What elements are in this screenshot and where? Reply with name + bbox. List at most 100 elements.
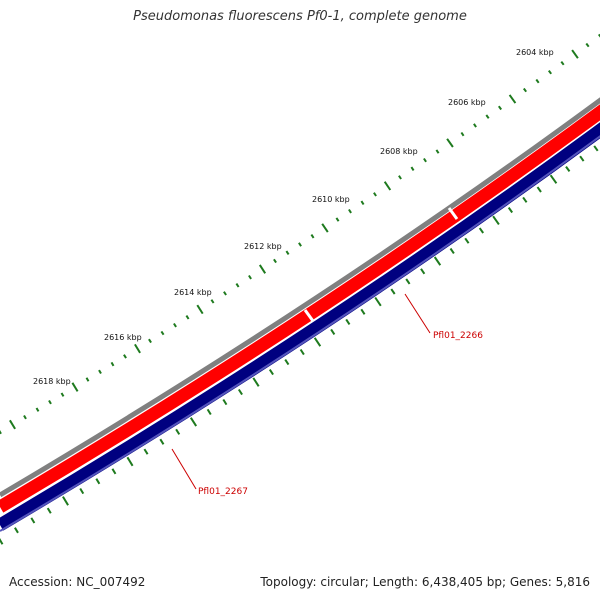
- minor-tick: [98, 369, 102, 375]
- minor-tick: [398, 175, 402, 180]
- minor-tick: [310, 234, 315, 239]
- inner-minor-tick: [143, 448, 149, 455]
- inner-minor-tick: [478, 227, 485, 234]
- inner-scale-ticks: [0, 145, 599, 545]
- minor-tick: [597, 33, 600, 38]
- scale-label: 2618 kbp: [33, 377, 71, 386]
- scale-label: 2604 kbp: [516, 48, 554, 57]
- scale-label: 2612 kbp: [244, 242, 282, 251]
- minor-tick: [473, 123, 477, 128]
- inner-minor-tick: [46, 507, 52, 514]
- minor-tick: [185, 315, 190, 320]
- minor-tick: [535, 78, 540, 84]
- inner-minor-tick: [565, 166, 571, 172]
- inner-minor-tick: [30, 517, 36, 524]
- inner-minor-tick: [222, 398, 228, 406]
- major-tick: [258, 264, 267, 274]
- inner-major-tick: [189, 417, 198, 427]
- minor-tick: [298, 242, 302, 247]
- minor-tick: [60, 392, 65, 397]
- minor-tick: [410, 166, 415, 171]
- inner-major-tick: [313, 337, 322, 347]
- inner-major-tick: [126, 456, 134, 467]
- minor-tick: [223, 291, 227, 296]
- scale-label: 2614 kbp: [174, 288, 212, 297]
- minor-tick: [85, 377, 90, 382]
- inner-minor-tick: [284, 359, 290, 366]
- inner-minor-tick: [330, 328, 336, 335]
- scale-label: 2606 kbp: [448, 98, 486, 107]
- cds-track-edge: [0, 135, 600, 532]
- minor-tick: [285, 250, 290, 255]
- minor-tick: [173, 322, 177, 328]
- inner-minor-tick: [14, 527, 19, 534]
- major-tick: [9, 419, 16, 430]
- minor-tick: [560, 60, 565, 66]
- inner-minor-tick: [464, 237, 470, 244]
- scale-labels: 2604 kbp 2606 kbp 2608 kbp 2610 kbp 2612 kbp…: [33, 48, 554, 386]
- minor-tick: [335, 217, 340, 222]
- minor-tick: [210, 299, 215, 304]
- minor-tick: [35, 407, 40, 412]
- gene-label-pfl01-2266[interactable]: Pfl01_2266: [433, 331, 483, 341]
- minor-tick: [160, 330, 165, 336]
- inner-major-tick: [549, 174, 558, 184]
- inner-minor-tick: [175, 428, 181, 435]
- inner-major-tick: [0, 538, 4, 545]
- inner-minor-tick: [522, 196, 528, 203]
- minor-tick: [360, 200, 365, 206]
- minor-tick: [460, 131, 465, 137]
- major-tick: [383, 181, 392, 191]
- scale-label: 2616 kbp: [104, 333, 142, 342]
- minor-tick: [348, 208, 352, 214]
- minor-tick: [0, 430, 2, 435]
- minor-tick: [123, 354, 127, 359]
- inner-minor-tick: [268, 369, 274, 376]
- gene-boundary-1: [303, 309, 315, 322]
- inner-minor-tick: [420, 268, 426, 275]
- cds-track[interactable]: [0, 122, 600, 531]
- inner-minor-tick: [79, 487, 85, 495]
- major-tick: [571, 49, 579, 59]
- inner-major-tick: [374, 296, 382, 307]
- minor-tick: [497, 105, 503, 111]
- inner-minor-tick: [507, 207, 514, 214]
- minor-tick: [423, 157, 427, 163]
- inner-minor-tick: [237, 388, 243, 396]
- inner-minor-tick: [593, 145, 599, 152]
- inner-major-tick: [433, 256, 442, 266]
- gene-label-pfl01-2267[interactable]: Pfl01_2267: [198, 487, 248, 497]
- major-tick: [71, 382, 79, 392]
- gene-boundary-2: [447, 207, 459, 220]
- minor-tick: [110, 361, 115, 367]
- inner-major-tick: [492, 215, 500, 225]
- map-title: Pseudomonas fluorescens Pf0-1, complete …: [133, 9, 467, 24]
- scale-label: 2610 kbp: [312, 195, 350, 204]
- gene-label-leader-pfl01-2266: [404, 293, 431, 334]
- major-tick: [321, 223, 329, 233]
- minor-tick: [23, 414, 27, 420]
- minor-tick: [48, 399, 52, 405]
- minor-tick: [547, 69, 553, 75]
- inner-minor-tick: [111, 468, 117, 475]
- inner-minor-tick: [345, 318, 351, 325]
- major-tick: [446, 138, 454, 148]
- inner-minor-tick: [536, 186, 542, 193]
- major-tick: [196, 304, 204, 315]
- gene-label-leader-pfl01-2267: [171, 448, 197, 490]
- gene-arrow-pfl01-2266[interactable]: [0, 104, 600, 513]
- backbone-track: [0, 97, 600, 498]
- outer-scale-ticks: [0, 33, 600, 435]
- minor-tick: [485, 114, 490, 119]
- minor-tick: [148, 338, 152, 344]
- accession-label: Accession: NC_007492: [9, 575, 146, 589]
- minor-tick: [373, 192, 377, 197]
- inner-major-tick: [62, 496, 69, 506]
- minor-tick: [248, 274, 252, 280]
- minor-tick: [585, 42, 590, 48]
- minor-tick: [235, 283, 240, 288]
- inner-major-tick: [252, 377, 260, 387]
- minor-tick: [273, 258, 277, 264]
